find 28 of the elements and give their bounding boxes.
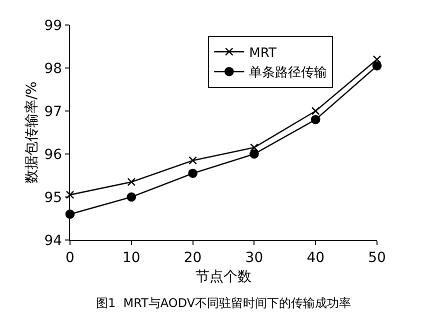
- x-tick-label: 20: [184, 250, 202, 266]
- point: [310, 114, 320, 124]
- x-tick-label: 30: [245, 250, 264, 266]
- x-tick-label: 50: [368, 250, 386, 266]
- y-tick-label: 98: [44, 60, 62, 77]
- x-tick-label: 40: [306, 250, 325, 266]
- x-tick-label: 10: [122, 250, 140, 266]
- point: [188, 156, 197, 165]
- legend-label: 单条路径传输: [249, 66, 328, 81]
- x-tick-label: 0: [66, 250, 74, 266]
- x-axis-title: 节点个数: [196, 269, 252, 286]
- legend-label: MRT: [249, 46, 276, 61]
- y-tick-label: 95: [44, 190, 62, 206]
- point: [126, 192, 136, 202]
- point: [250, 149, 259, 159]
- y-tick-label: 96: [44, 146, 62, 163]
- point: [250, 143, 258, 152]
- point: [372, 55, 382, 64]
- y-axis-title: 数据包传输率/%: [24, 81, 40, 184]
- point: [127, 178, 136, 186]
- point: [66, 190, 74, 199]
- y-tick-label: 99: [44, 18, 62, 34]
- point: [311, 106, 320, 116]
- caption: 图1 MRT与AODV不同驻留时间下的传输成功率: [96, 296, 352, 310]
- y-tick-label: 97: [44, 104, 62, 120]
- point: [188, 168, 198, 178]
- y-tick-label: 94: [44, 232, 62, 249]
- point: [372, 61, 382, 70]
